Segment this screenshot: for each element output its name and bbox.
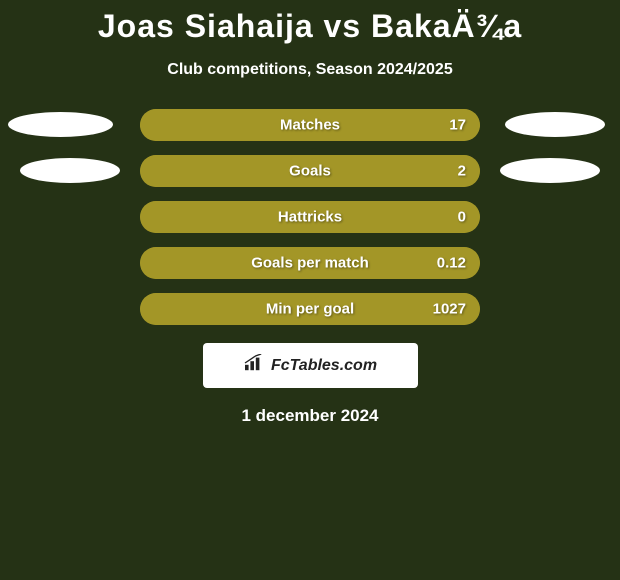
decoration-ellipse-left-1 — [8, 112, 113, 137]
decoration-ellipse-left-2 — [20, 158, 120, 183]
footer-brand-badge: FcTables.com — [203, 343, 418, 388]
stat-bar-hattricks: Hattricks 0 — [140, 201, 480, 233]
footer-brand-text: FcTables.com — [271, 357, 377, 375]
stat-label: Min per goal — [266, 301, 354, 318]
stat-bar-goals-per-match: Goals per match 0.12 — [140, 247, 480, 279]
stat-bar-min-per-goal: Min per goal 1027 — [140, 293, 480, 325]
stat-value: 0 — [458, 209, 466, 226]
stat-label: Goals per match — [251, 255, 369, 272]
page-title: Joas Siahaija vs BakaÄ¾a — [0, 8, 620, 45]
date-text: 1 december 2024 — [0, 406, 620, 426]
stat-bar-goals: Goals 2 — [140, 155, 480, 187]
stat-value: 1027 — [433, 301, 466, 318]
bar-chart-icon — [243, 354, 265, 377]
stat-label: Matches — [280, 117, 340, 134]
root-container: Joas Siahaija vs BakaÄ¾a Club competitio… — [0, 0, 620, 426]
stat-value: 2 — [458, 163, 466, 180]
stat-label: Goals — [289, 163, 331, 180]
subtitle: Club competitions, Season 2024/2025 — [0, 61, 620, 79]
stat-label: Hattricks — [278, 209, 342, 226]
stat-value: 0.12 — [437, 255, 466, 272]
stat-bar-matches: Matches 17 — [140, 109, 480, 141]
stats-wrapper: Matches 17 Goals 2 Hattricks 0 Goals per… — [0, 109, 620, 325]
stat-bars: Matches 17 Goals 2 Hattricks 0 Goals per… — [140, 109, 480, 325]
stat-value: 17 — [449, 117, 466, 134]
decoration-ellipse-right-1 — [505, 112, 605, 137]
decoration-ellipse-right-2 — [500, 158, 600, 183]
